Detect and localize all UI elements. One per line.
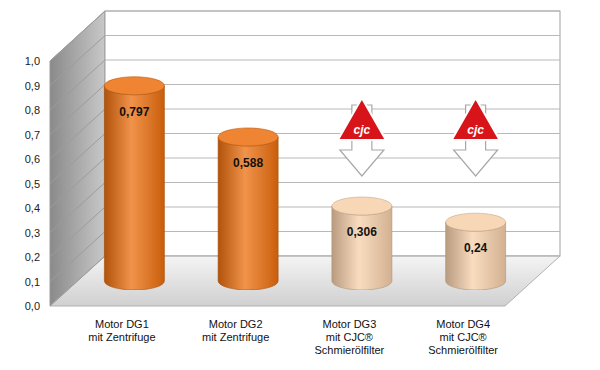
- bar-top: [218, 128, 278, 146]
- tick-label: 0,0: [25, 300, 40, 312]
- tick-label: 0,4: [25, 202, 40, 214]
- chart: 0,0 0,1 0,2 0,3 0,4 0,5 0,6 0,7 0,8 0,9 1,0 0,797 0,…: [0, 0, 600, 370]
- bar: [446, 222, 506, 290]
- grid-line: [50, 109, 105, 159]
- grid-line: [50, 85, 105, 135]
- grid-line: [50, 158, 105, 208]
- tick-label: 0,7: [25, 129, 40, 141]
- category-label: Motor DG4mit CJC®Schmierölfilter: [428, 318, 498, 356]
- tick-label: 0,9: [25, 80, 40, 92]
- grid-line: [105, 60, 560, 61]
- grid-line: [50, 134, 105, 184]
- tick-label: 0,3: [25, 227, 40, 239]
- logo: [452, 98, 500, 140]
- data-label: 0,588: [233, 156, 263, 170]
- bar-top: [446, 213, 506, 231]
- annotation: cjc: [467, 123, 484, 137]
- data-label: 0,306: [347, 225, 377, 239]
- grid-line: [105, 35, 560, 36]
- grid-line: [50, 207, 105, 257]
- data-label: 0,24: [464, 241, 488, 255]
- grid-line: [105, 84, 560, 85]
- logo-arrow: cjc: [338, 98, 386, 176]
- tick-label: 0,8: [25, 104, 40, 116]
- bar-top: [332, 197, 392, 215]
- annotation: cjc: [354, 123, 371, 137]
- grid-line: [105, 182, 560, 183]
- tick-label: 0,5: [25, 178, 40, 190]
- logo-arrow: cjc: [452, 98, 500, 176]
- tick-label: 1,0: [25, 55, 40, 67]
- bars: [104, 77, 505, 290]
- grid-line: [50, 256, 105, 306]
- bar: [104, 86, 164, 290]
- grid-line: [105, 11, 560, 12]
- bar-top: [104, 77, 164, 95]
- grid-line: [50, 232, 105, 282]
- bar: [218, 137, 278, 290]
- grid-line: [50, 11, 105, 61]
- side-wall: [50, 11, 105, 306]
- grid-line: [50, 36, 105, 86]
- logo: [338, 98, 386, 140]
- tick-label: 0,6: [25, 153, 40, 165]
- tick-label: 0,2: [25, 251, 40, 263]
- bar: [332, 206, 392, 290]
- grid-line: [105, 109, 560, 110]
- category-label: Motor DG3mit CJC®Schmierölfilter: [315, 318, 385, 356]
- data-label: 0,797: [119, 105, 149, 119]
- category-label: Motor DG2mit Zentrifuge: [202, 318, 269, 343]
- grid-line: [50, 183, 105, 233]
- category-label: Motor DG1mit Zentrifuge: [88, 318, 155, 343]
- grid-line: [50, 60, 105, 110]
- tick-label: 0,1: [25, 276, 40, 288]
